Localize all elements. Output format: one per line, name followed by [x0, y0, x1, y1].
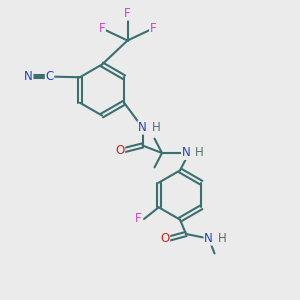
Text: N: N	[24, 70, 33, 83]
Text: H: H	[152, 121, 160, 134]
Text: F: F	[150, 22, 156, 35]
Text: F: F	[124, 7, 131, 20]
Text: H: H	[195, 146, 204, 160]
Text: N: N	[182, 146, 190, 160]
Text: N: N	[138, 121, 147, 134]
Text: C: C	[45, 70, 54, 83]
Text: N: N	[204, 232, 213, 245]
Text: O: O	[116, 143, 124, 157]
Text: O: O	[160, 232, 169, 245]
Text: F: F	[135, 212, 142, 226]
Text: H: H	[218, 232, 227, 245]
Text: F: F	[99, 22, 105, 35]
